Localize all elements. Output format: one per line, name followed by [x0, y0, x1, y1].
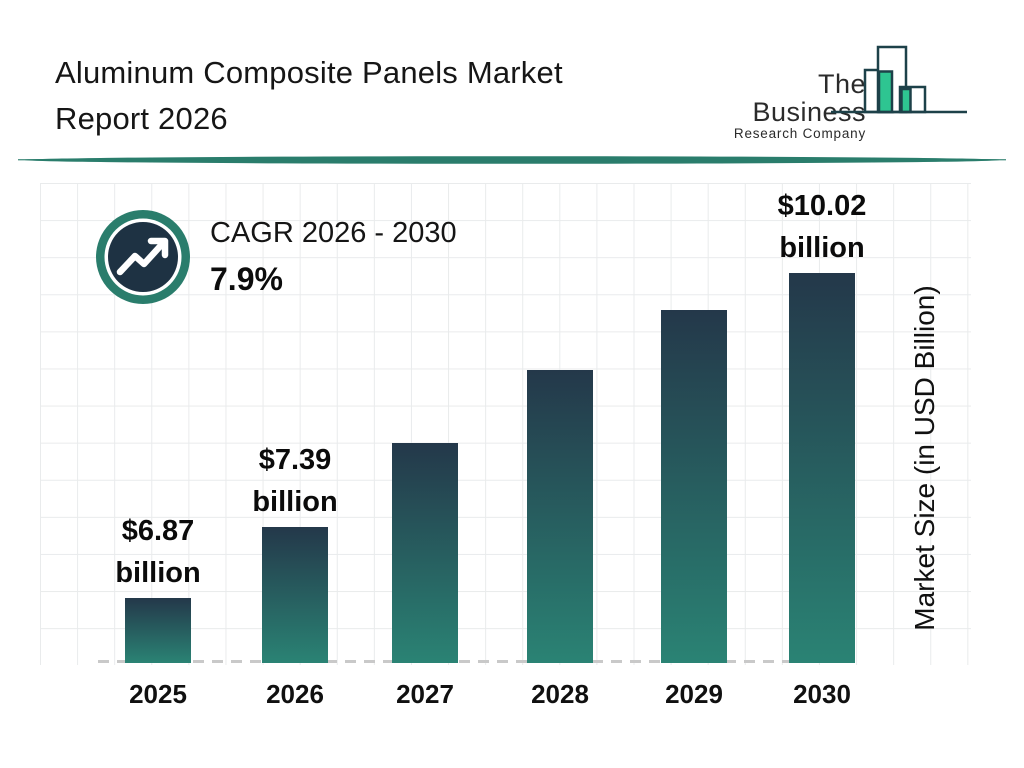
header-divider: [18, 156, 1006, 164]
page-title-line2: Report 2026: [55, 101, 228, 136]
bar-chart-logo-icon: [831, 45, 967, 114]
trending-up-icon: [96, 210, 190, 304]
bar-2027: [392, 443, 458, 663]
bar-2030: [789, 273, 855, 663]
cagr-period-label: CAGR 2026 - 2030: [210, 217, 457, 249]
bar-value-label-2030: $10.02 billion: [777, 190, 867, 264]
bar-2028: [527, 370, 593, 663]
bar-2029: [661, 310, 727, 663]
cagr-value: 7.9%: [210, 261, 283, 297]
bar-2026: [262, 527, 328, 663]
x-axis-label-2027: 2027: [396, 679, 454, 709]
bar-value-label-2026: $7.39 billion: [252, 444, 338, 518]
x-axis-label-2030: 2030: [793, 679, 851, 709]
x-axis-baseline: [98, 660, 855, 663]
x-axis-label-2025: 2025: [129, 679, 187, 709]
y-axis-title: Market Size (in USD Billion): [909, 285, 940, 631]
page-title: Aluminum Composite Panels Market Report …: [55, 50, 563, 142]
bar-2025: [125, 598, 191, 663]
company-subname: Research Company: [733, 126, 866, 141]
bar-value-label-2025: $6.87 billion: [115, 515, 201, 589]
x-axis-label-2029: 2029: [665, 679, 723, 709]
x-axis-label-2028: 2028: [531, 679, 589, 709]
x-axis-label-2026: 2026: [266, 679, 324, 709]
page-title-line1: Aluminum Composite Panels Market: [55, 55, 563, 90]
company-logo: The Business Research Company: [718, 40, 974, 141]
